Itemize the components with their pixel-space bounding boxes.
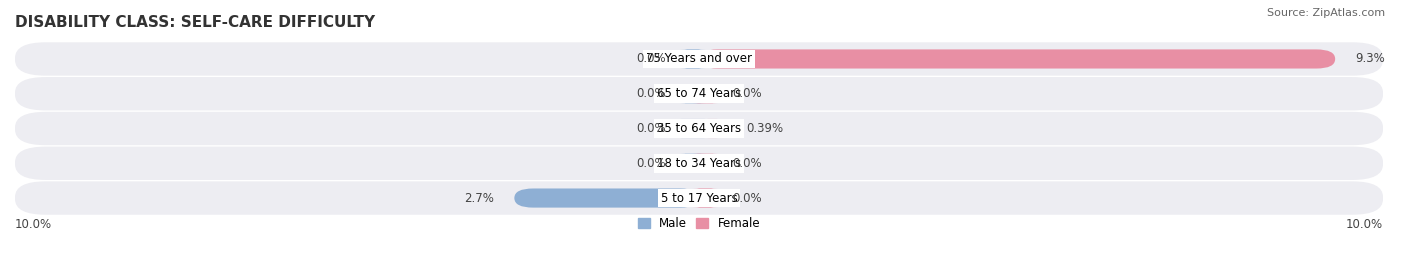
Text: 35 to 64 Years: 35 to 64 Years [657,122,741,135]
Text: 0.0%: 0.0% [637,122,666,135]
Text: 10.0%: 10.0% [15,218,52,231]
Text: 65 to 74 Years: 65 to 74 Years [657,87,741,100]
Text: 9.3%: 9.3% [1355,52,1385,65]
FancyBboxPatch shape [693,189,718,208]
FancyBboxPatch shape [681,119,706,138]
FancyBboxPatch shape [681,49,706,69]
FancyBboxPatch shape [699,119,725,138]
Text: 75 Years and over: 75 Years and over [645,52,752,65]
Legend: Male, Female: Male, Female [633,212,765,235]
Text: 0.0%: 0.0% [733,87,762,100]
FancyBboxPatch shape [699,49,1336,69]
Text: 5 to 17 Years: 5 to 17 Years [661,192,737,204]
Text: 0.0%: 0.0% [733,157,762,170]
FancyBboxPatch shape [15,181,1384,215]
Text: 2.7%: 2.7% [464,192,494,204]
FancyBboxPatch shape [15,112,1384,145]
Text: 0.0%: 0.0% [733,192,762,204]
FancyBboxPatch shape [693,84,718,103]
Text: DISABILITY CLASS: SELF-CARE DIFFICULTY: DISABILITY CLASS: SELF-CARE DIFFICULTY [15,15,375,30]
Text: 0.0%: 0.0% [637,87,666,100]
FancyBboxPatch shape [693,154,718,173]
Text: 10.0%: 10.0% [1346,218,1384,231]
Text: 18 to 34 Years: 18 to 34 Years [657,157,741,170]
Text: 0.0%: 0.0% [637,52,666,65]
Text: 0.0%: 0.0% [637,157,666,170]
FancyBboxPatch shape [15,77,1384,111]
FancyBboxPatch shape [15,147,1384,180]
FancyBboxPatch shape [681,154,706,173]
FancyBboxPatch shape [15,42,1384,76]
FancyBboxPatch shape [681,84,706,103]
Text: 0.39%: 0.39% [747,122,783,135]
Text: Source: ZipAtlas.com: Source: ZipAtlas.com [1267,8,1385,18]
FancyBboxPatch shape [515,189,699,208]
